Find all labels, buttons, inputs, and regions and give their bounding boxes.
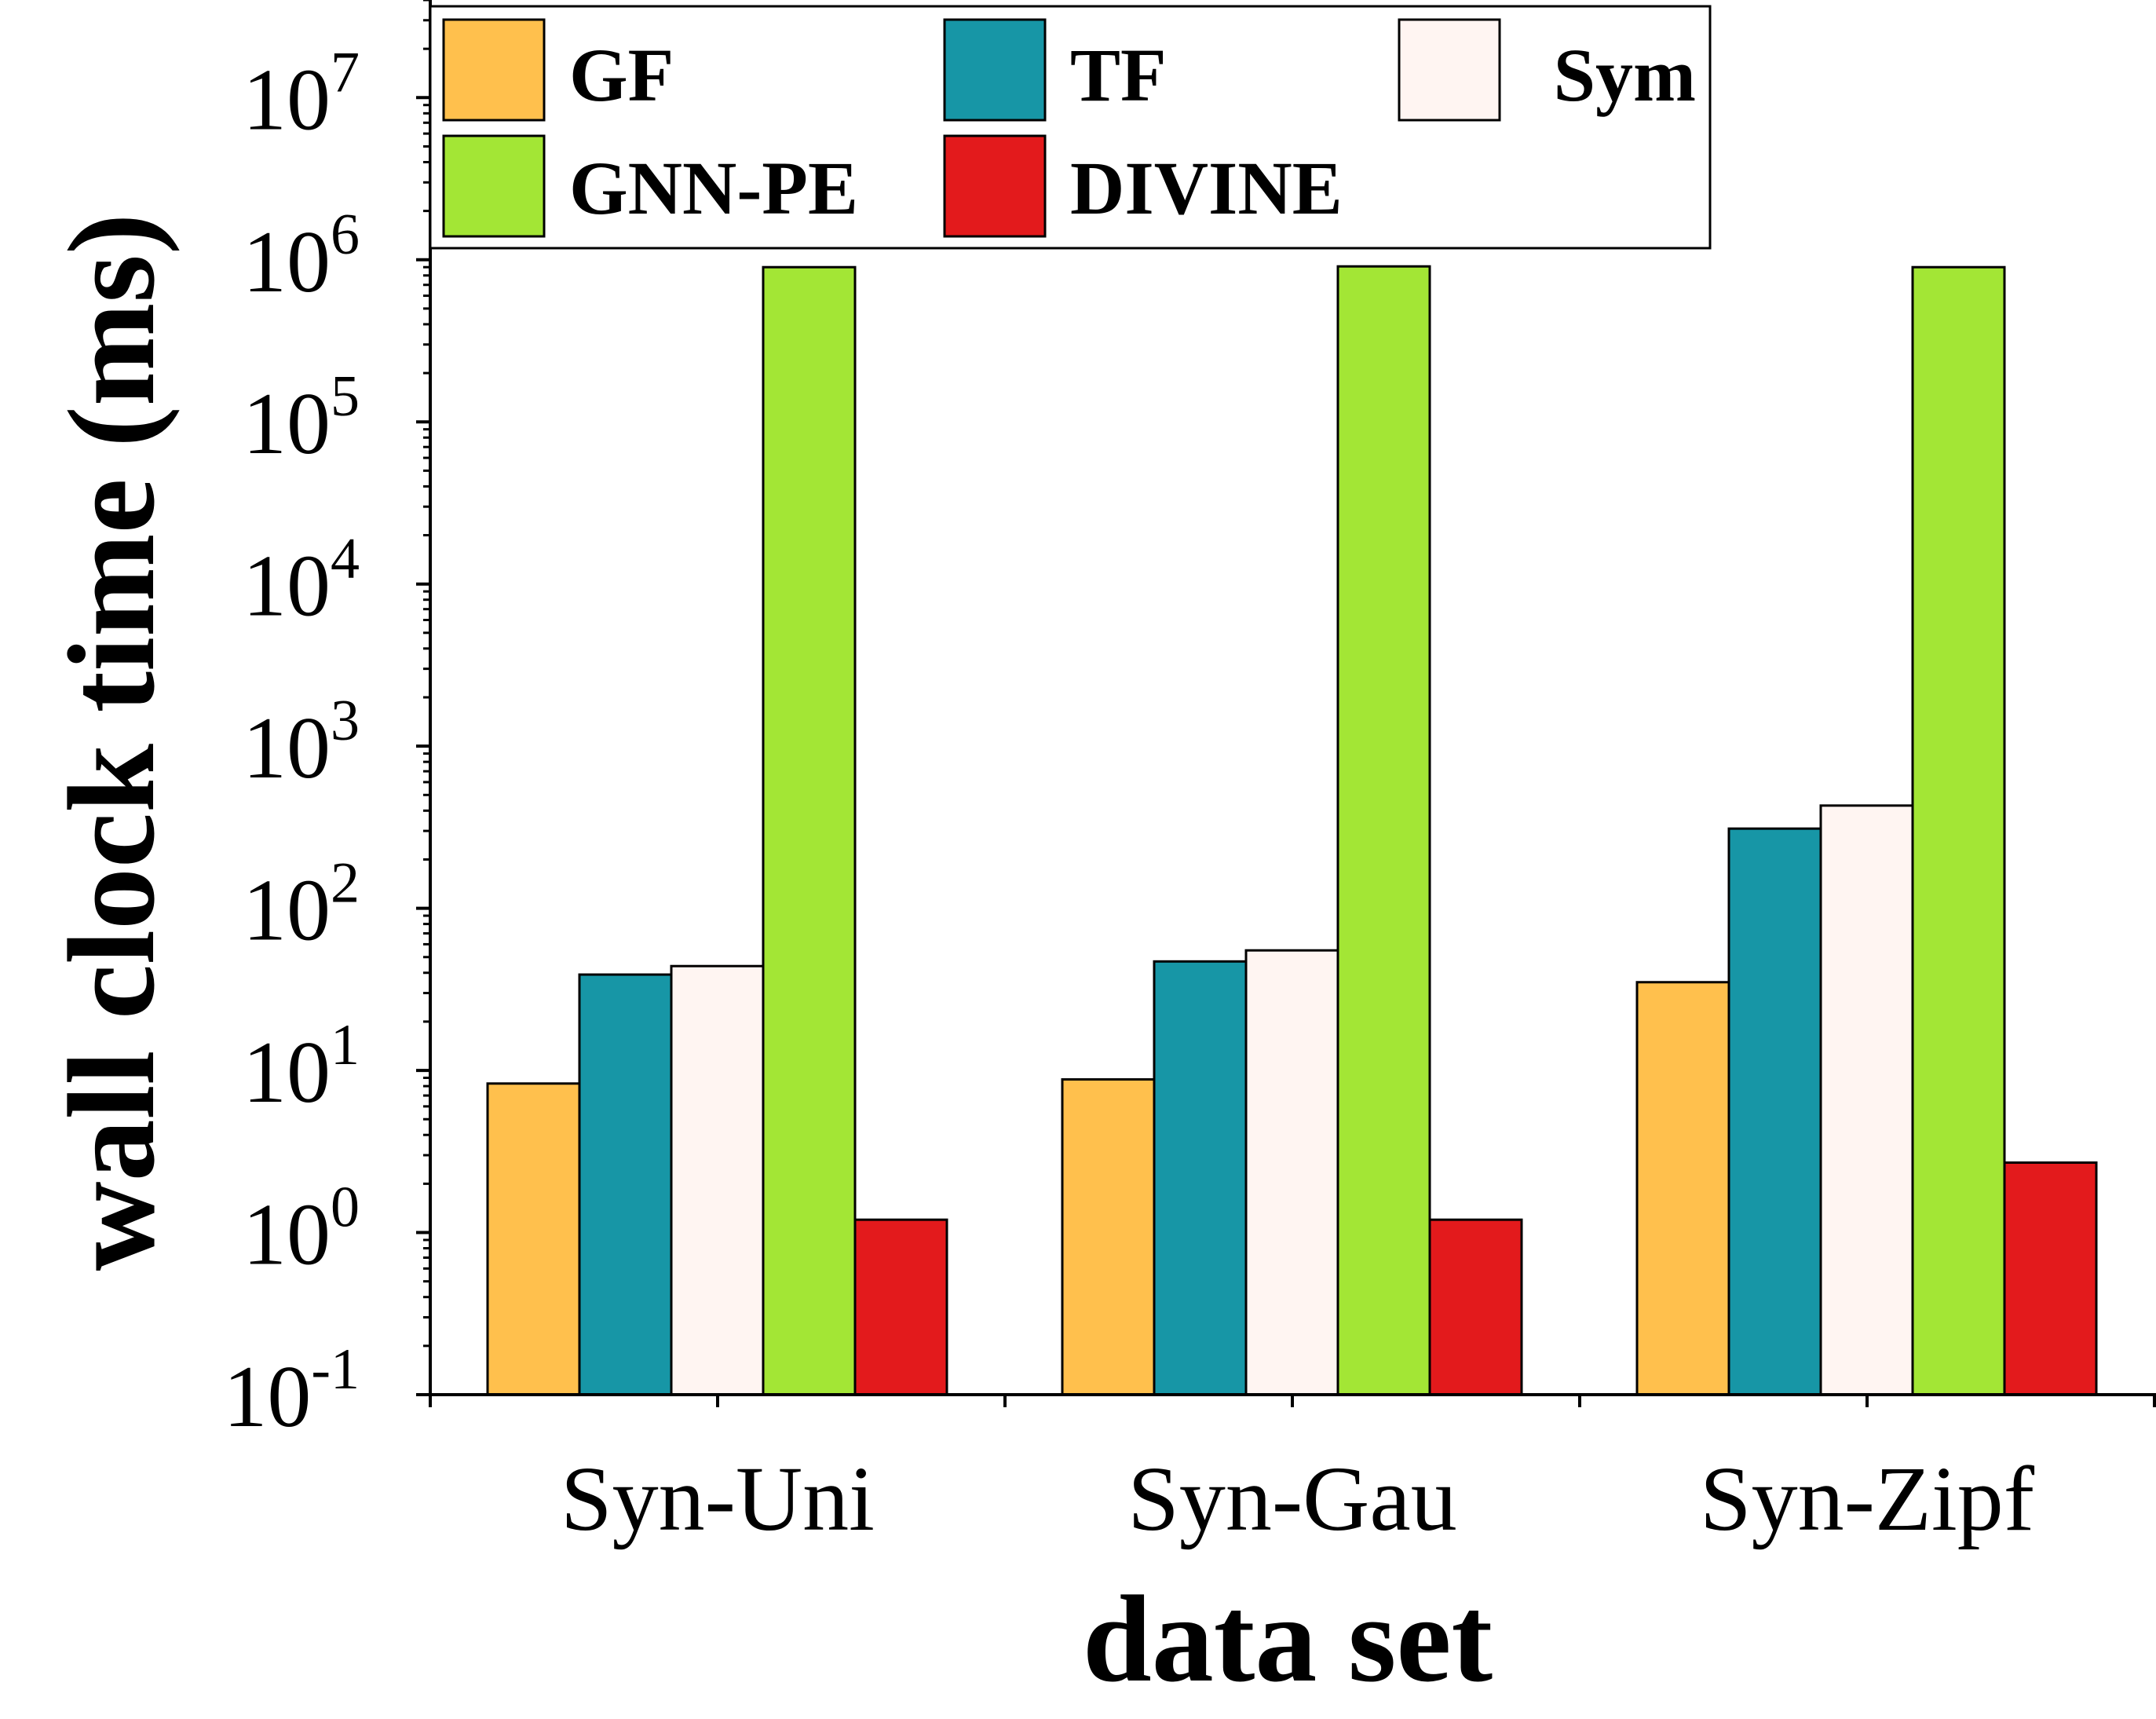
bar-sym-syn-zipf xyxy=(1819,804,1914,1396)
bar-gf-syn-uni xyxy=(486,1082,581,1396)
legend-swatch-tf xyxy=(943,18,1047,122)
bar-gf-syn-gau xyxy=(1061,1078,1156,1396)
y-tick-label: 100 xyxy=(243,1176,360,1284)
bar-gnn-pe-syn-zipf xyxy=(1911,265,2006,1396)
legend-swatch-gf xyxy=(442,18,546,122)
legend-label-tf: TF xyxy=(1070,33,1167,117)
y-tick-label: 103 xyxy=(243,689,360,797)
bar-divine-syn-gau xyxy=(1428,1218,1523,1396)
bar-tf-syn-gau xyxy=(1153,960,1248,1396)
bar-divine-syn-zipf xyxy=(2003,1161,2098,1396)
bar-tf-syn-zipf xyxy=(1727,827,1822,1396)
y-axis-title: wall clock time (ms) xyxy=(43,213,181,1271)
y-tick-label: 101 xyxy=(243,1013,360,1121)
legend-label-gnn-pe: GNN-PE xyxy=(569,146,858,230)
bar-tf-syn-uni xyxy=(578,973,673,1396)
legend-label-gf: GF xyxy=(569,33,674,117)
y-tick-label: 102 xyxy=(243,851,360,960)
legend-label-sym: Sym xyxy=(1554,33,1696,117)
y-tick-label: 104 xyxy=(243,527,360,635)
axes-group: 10-1 100 101 102 103 104 105 106 107 Syn-Uni Syn-G… xyxy=(223,0,2156,1550)
bars-group xyxy=(486,265,2098,1396)
legend: GF TF Sym GNN-PE DIVINE xyxy=(429,5,1712,250)
x-tick-label: Syn-Gau xyxy=(1127,1447,1457,1550)
bar-gnn-pe-syn-uni xyxy=(762,265,857,1396)
bar-divine-syn-uni xyxy=(853,1218,948,1396)
legend-swatch-sym xyxy=(1398,18,1501,122)
bar-sym-syn-uni xyxy=(670,964,765,1396)
bar-sym-syn-gau xyxy=(1244,949,1339,1396)
bar-gf-syn-zipf xyxy=(1635,981,1730,1396)
bar-gnn-pe-syn-gau xyxy=(1336,265,1431,1396)
legend-swatch-divine xyxy=(943,134,1047,238)
legend-label-divine: DIVINE xyxy=(1070,146,1343,230)
x-tick-label: Syn-Uni xyxy=(561,1447,875,1550)
x-axis-title: data set xyxy=(1083,1571,1493,1708)
y-tick-label: 106 xyxy=(243,203,360,311)
y-tick-label: 10-1 xyxy=(223,1337,360,1446)
x-tick-label: Syn-Zipf xyxy=(1700,1447,2035,1550)
y-tick-label: 105 xyxy=(243,364,360,473)
legend-swatch-gnn-pe xyxy=(442,134,546,238)
y-tick-label: 107 xyxy=(243,40,360,148)
